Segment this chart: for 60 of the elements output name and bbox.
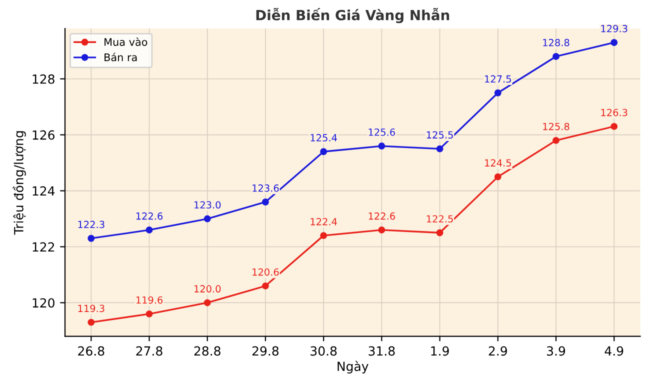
legend-label: Mua vào <box>104 37 148 46</box>
point <box>436 229 444 236</box>
point <box>494 89 502 96</box>
y-tick-label: 122 <box>32 242 54 252</box>
point <box>552 53 560 60</box>
point <box>146 310 153 318</box>
point <box>610 39 618 46</box>
data-label: 126.3 <box>601 108 628 116</box>
data-label: 125.8 <box>543 122 570 130</box>
point <box>262 282 269 290</box>
x-tick-label: 27.8 <box>136 346 162 356</box>
x-axis-title: Ngày <box>338 360 368 374</box>
point <box>610 122 618 130</box>
point <box>88 234 95 242</box>
point <box>378 142 386 150</box>
point <box>204 299 211 306</box>
data-label: 122.3 <box>78 220 104 228</box>
x-tick-label: 3.9 <box>547 346 566 356</box>
point <box>320 232 328 240</box>
data-label: 122.5 <box>426 215 453 223</box>
point <box>88 318 95 326</box>
y-tick-label: 124 <box>32 186 55 196</box>
x-tick-label: 30.8 <box>310 346 337 356</box>
x-tick-label: 31.8 <box>368 346 395 356</box>
x-tick-label: 29.8 <box>252 346 279 356</box>
data-label: 125.4 <box>310 134 337 142</box>
point <box>494 173 502 180</box>
data-label: 123.0 <box>194 201 221 209</box>
y-tick-label: 126 <box>32 130 54 140</box>
x-tick-label: 2.9 <box>488 346 507 356</box>
point <box>436 145 444 152</box>
point <box>378 226 386 234</box>
x-tick-label: 28.8 <box>194 346 220 356</box>
data-label: 120.6 <box>252 268 279 276</box>
point <box>320 148 328 156</box>
data-label: 127.5 <box>485 75 511 83</box>
data-label: 125.6 <box>368 128 395 136</box>
data-label: 129.3 <box>601 24 628 32</box>
point <box>262 198 269 206</box>
data-label: 123.6 <box>252 184 279 192</box>
legend-label: Bán ra <box>104 52 137 62</box>
x-tick-label: 26.8 <box>78 346 104 356</box>
data-label: 119.3 <box>78 304 104 312</box>
data-label: 122.6 <box>136 212 163 220</box>
data-label: 128.8 <box>543 38 570 46</box>
point <box>552 136 560 144</box>
y-tick-label: 120 <box>32 298 54 308</box>
data-label: 119.6 <box>136 296 163 304</box>
data-label: 122.6 <box>368 212 395 220</box>
data-label: 120.0 <box>194 285 221 293</box>
y-tick-label: 128 <box>32 74 54 84</box>
data-label: 124.5 <box>485 159 511 167</box>
chart-title: Diễn Biến Giá Vàng Nhẫn <box>256 8 450 24</box>
y-axis-title: Triệu đồng/lượng <box>12 131 26 235</box>
point <box>146 226 153 234</box>
x-tick-label: 1.9 <box>431 346 449 356</box>
data-label: 125.5 <box>426 131 453 139</box>
x-tick-label: 4.9 <box>604 346 624 356</box>
point <box>204 215 211 222</box>
data-label: 122.4 <box>310 218 337 226</box>
